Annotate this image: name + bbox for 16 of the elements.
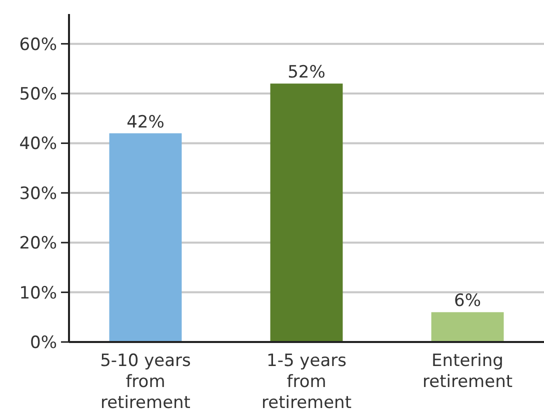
data-label: 6%: [454, 291, 482, 312]
y-tick-label: 30%: [19, 184, 57, 204]
x-tick-label: Entering retirement: [422, 351, 513, 392]
y-tick-label: 60%: [19, 34, 57, 55]
bar: [431, 312, 504, 342]
x-tick-label: 1-5 years from retirement: [262, 351, 352, 413]
y-tick-label: 20%: [19, 234, 57, 254]
data-label: 52%: [288, 62, 326, 83]
bar: [109, 133, 182, 342]
data-label: 42%: [126, 112, 164, 132]
y-tick-label: 0%: [30, 332, 57, 353]
y-tick-label: 40%: [19, 134, 57, 154]
y-tick-label: 10%: [19, 283, 57, 304]
bar: [270, 84, 343, 342]
x-tick-label: 5-10 years from retirement: [100, 351, 192, 413]
y-tick-label: 50%: [19, 84, 57, 104]
